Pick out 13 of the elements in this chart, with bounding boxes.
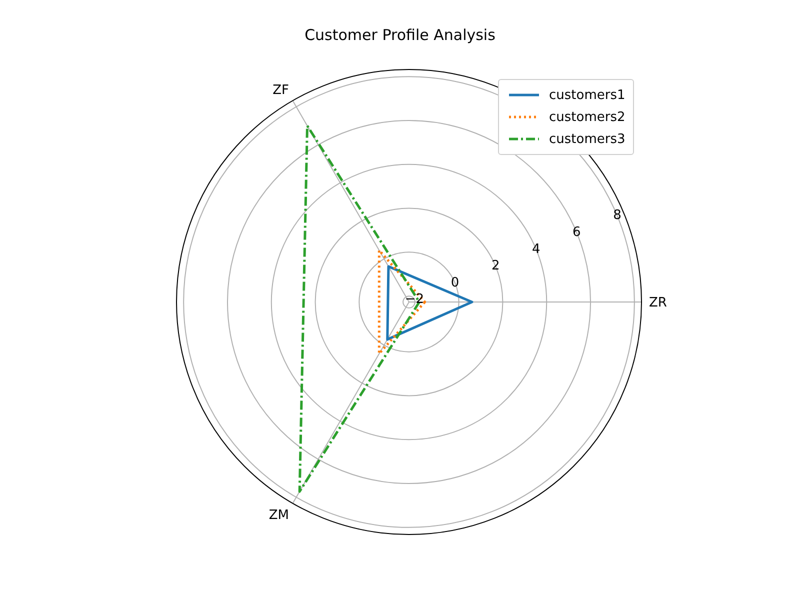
chart-title: Customer Profile Analysis <box>304 26 496 44</box>
y-tick-label: 0 <box>450 275 460 290</box>
legend-label: customers2 <box>549 110 626 124</box>
y-tick-label: 6 <box>572 225 581 240</box>
y-tick-label: 4 <box>532 242 540 257</box>
legend-label: customers3 <box>549 132 626 146</box>
spoke-label: ZM <box>268 508 289 524</box>
y-tick-label: 8 <box>613 208 622 224</box>
y-tick-label: 2 <box>491 258 500 274</box>
spoke-label: ZR <box>649 296 667 311</box>
spoke-label: ZF <box>272 83 289 98</box>
legend-label: customers1 <box>549 88 626 102</box>
y-tick-label: −2 <box>404 292 424 308</box>
